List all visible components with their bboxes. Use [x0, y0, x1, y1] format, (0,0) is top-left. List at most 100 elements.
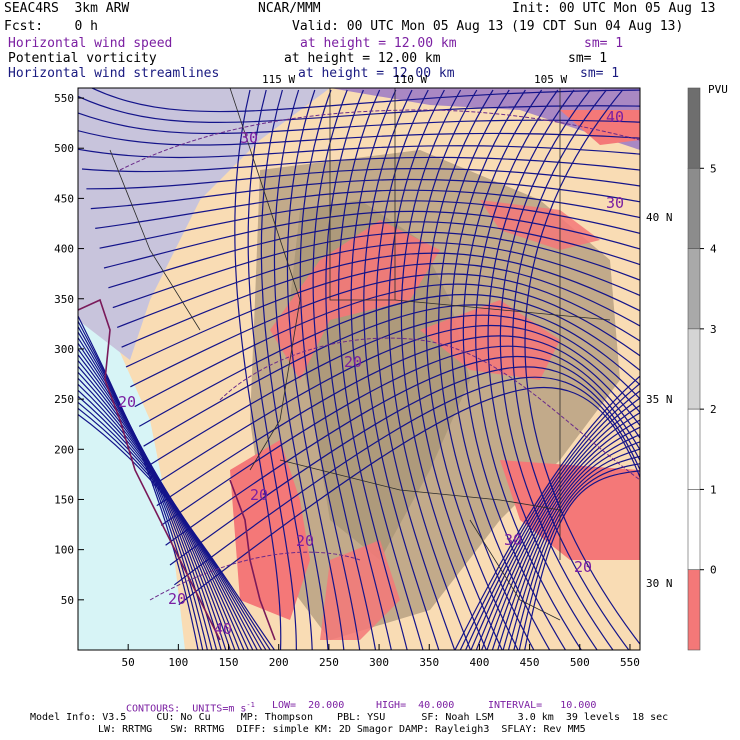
pv-region-6: [320, 540, 400, 640]
jet-core-shade: [330, 88, 640, 150]
colorbar-label: 1: [710, 483, 717, 496]
y-tick-label: 50: [61, 594, 74, 607]
streamline: [513, 455, 640, 650]
contour-label: 20: [250, 486, 269, 504]
forecast-hour: Fcst: 0 h: [4, 19, 98, 34]
streamline: [497, 434, 640, 650]
lat-label-40n: 40 N: [646, 211, 673, 224]
x-tick-label: 50: [122, 656, 135, 669]
colorbar-swatch: [687, 248, 701, 330]
y-tick-label: 200: [54, 443, 74, 456]
colorbar-swatch: [687, 569, 701, 651]
streamline: [143, 304, 640, 447]
border-mexico: [279, 459, 561, 511]
x-tick-label: 150: [219, 656, 239, 669]
colorbar-label: 2: [710, 403, 717, 416]
streamline: [78, 95, 640, 123]
center-name: NCAR/MMM: [258, 1, 321, 16]
streamline: [260, 89, 313, 650]
x-tick-label: 550: [620, 656, 640, 669]
wind-streamlines: [78, 88, 640, 650]
streamline: [325, 89, 392, 650]
y-tick-label: 450: [54, 192, 74, 205]
field-wind-speed-sm: sm= 1: [584, 36, 624, 51]
y-tick-label: 350: [54, 293, 74, 306]
contour-label: 30: [240, 129, 259, 147]
streamline: [108, 221, 640, 289]
x-axis: 50 100 150 200 250 300 350 400 450 500 550: [122, 644, 640, 669]
footer-model-info: Model Info: V3.5 CU: No Cu MP: Thompson …: [30, 712, 669, 723]
lat-label-30n: 30 N: [646, 577, 673, 590]
model-title: SEAC4RS 3km ARW: [4, 1, 130, 16]
lon-label-115w: 115 W: [262, 73, 296, 86]
contour-label: 20: [296, 532, 315, 550]
y-tick-label: 400: [54, 243, 74, 256]
streamline: [90, 88, 640, 113]
x-tick-label: 500: [570, 656, 590, 669]
streamline: [454, 375, 640, 650]
streamline: [388, 89, 472, 650]
streamline: [152, 324, 640, 487]
field-pv-level: at height = 12.00 km: [284, 51, 441, 66]
streamline: [524, 89, 640, 646]
pv-region-7: [480, 200, 600, 250]
border-ut: [329, 88, 396, 301]
border-tx-mex: [469, 519, 561, 621]
streamline: [78, 413, 276, 650]
y-tick-label: 550: [54, 92, 74, 105]
y-tick-label: 150: [54, 493, 74, 506]
streamline: [524, 470, 640, 650]
x-tick-label: 300: [369, 656, 389, 669]
streamline: [502, 441, 640, 650]
streamline: [413, 89, 503, 650]
streamline: [78, 130, 640, 146]
field-streamlines-sm: sm= 1: [580, 66, 620, 81]
y-tick-label: 100: [54, 544, 74, 557]
x-tick-label: 350: [419, 656, 439, 669]
pv-region-5: [560, 110, 640, 145]
x-tick-label: 200: [269, 656, 289, 669]
streamline: [178, 386, 640, 606]
streamline: [86, 168, 640, 190]
border-co-nm: [394, 299, 611, 321]
streamline: [299, 89, 361, 650]
field-wind-speed-level: at height = 12.00 km: [300, 36, 457, 51]
streamline: [475, 89, 583, 650]
state-borders: [109, 88, 611, 621]
field-wind-speed-name: Horizontal wind speed: [8, 36, 173, 51]
streamline: [130, 273, 640, 388]
streamline: [491, 426, 640, 650]
streamline: [337, 89, 408, 650]
lon-label-110w: 110 W: [394, 73, 428, 86]
colorbar-label: 5: [710, 162, 717, 175]
streamline: [147, 314, 640, 467]
contour-label: 30: [504, 531, 523, 549]
streamline: [465, 390, 640, 650]
y-tick-label: 250: [54, 393, 74, 406]
footer-contours: CONTOURS: UNITS=m s-1: [126, 701, 255, 715]
contour-label: 40: [606, 108, 625, 126]
x-tick-label: 450: [520, 656, 540, 669]
streamline: [112, 231, 640, 309]
footer-high: HIGH= 40.000: [376, 700, 455, 711]
streamline: [125, 262, 640, 368]
field-streamlines-name: Horizontal wind streamlines: [8, 66, 220, 81]
streamline: [363, 89, 440, 650]
colorbar-label: 4: [710, 243, 717, 256]
streamline: [134, 283, 640, 408]
colorbar-swatch: [687, 167, 701, 249]
colorbar-unit: PVU: [708, 83, 728, 96]
x-tick-label: 250: [319, 656, 339, 669]
field-streamlines-level: at height = 12.00 km: [298, 66, 455, 81]
pv-colorbar: 5 4 3 2 1 0: [687, 87, 717, 651]
lon-label-105w: 105 W: [534, 73, 568, 86]
border-ca: [109, 149, 201, 331]
streamline: [78, 112, 640, 135]
streamline: [247, 89, 297, 650]
streamline: [234, 89, 282, 650]
streamline: [487, 89, 598, 650]
field-pv-sm: sm= 1: [568, 51, 608, 66]
footer-physics-info: LW: RRTMG SW: RRTMG DIFF: simple KM: 2D …: [98, 724, 586, 735]
streamline: [78, 145, 640, 159]
